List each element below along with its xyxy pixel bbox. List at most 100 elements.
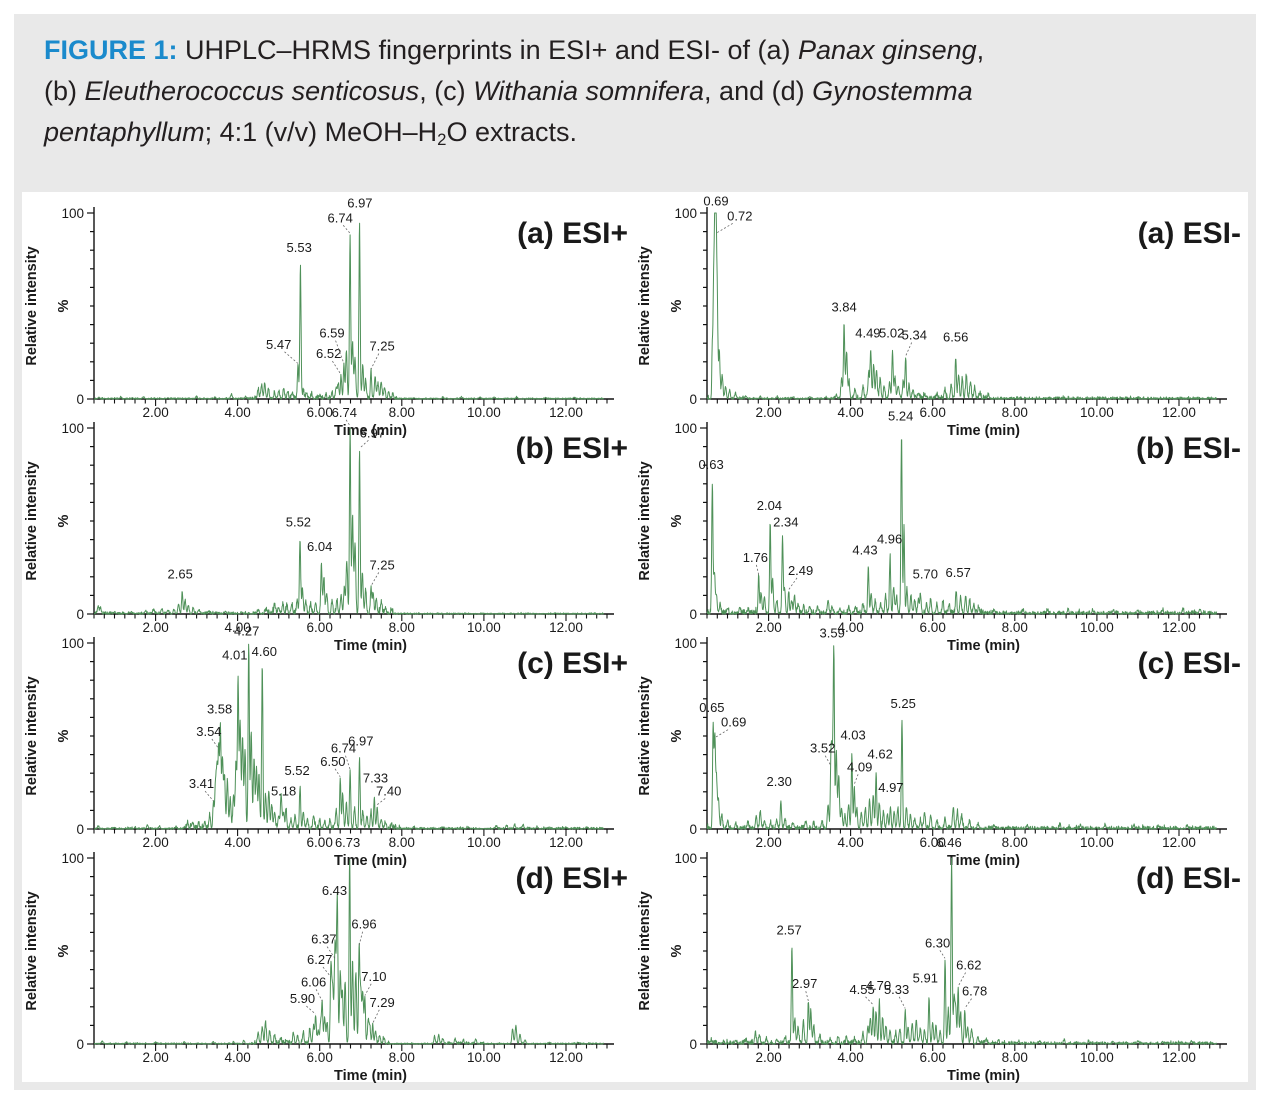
svg-text:8.00: 8.00 bbox=[389, 1050, 415, 1065]
svg-text:4.00: 4.00 bbox=[224, 620, 250, 635]
svg-text:3.52: 3.52 bbox=[810, 741, 835, 756]
svg-text:4.00: 4.00 bbox=[837, 405, 863, 420]
figure-card: FIGURE 1: UHPLC–HRMS fingerprints in ESI… bbox=[14, 14, 1256, 1090]
svg-text:6.57: 6.57 bbox=[946, 565, 971, 580]
svg-text:10.00: 10.00 bbox=[467, 835, 501, 850]
svg-text:6.52: 6.52 bbox=[316, 346, 341, 361]
svg-text:Relative intensity: Relative intensity bbox=[637, 246, 653, 365]
panel-tag-d-esi-plus: (d) ESI+ bbox=[515, 862, 628, 895]
svg-text:6.00: 6.00 bbox=[307, 1050, 333, 1065]
caption-segment: pentaphyllum bbox=[44, 117, 205, 147]
svg-text:0: 0 bbox=[76, 822, 84, 837]
svg-text:6.00: 6.00 bbox=[920, 835, 946, 850]
svg-text:0.72: 0.72 bbox=[727, 208, 752, 223]
svg-text:2.00: 2.00 bbox=[142, 1050, 168, 1065]
svg-text:5.53: 5.53 bbox=[287, 240, 312, 255]
svg-text:2.00: 2.00 bbox=[755, 620, 781, 635]
svg-text:5.02: 5.02 bbox=[879, 326, 904, 341]
caption-segment: Withania somnifera bbox=[473, 76, 705, 106]
svg-text:10.00: 10.00 bbox=[467, 620, 501, 635]
svg-text:8.00: 8.00 bbox=[1002, 405, 1028, 420]
svg-text:6.00: 6.00 bbox=[307, 405, 333, 420]
svg-text:2.65: 2.65 bbox=[168, 567, 193, 582]
caption-segment: (b) bbox=[44, 76, 85, 106]
svg-text:0: 0 bbox=[76, 607, 84, 622]
svg-text:%: % bbox=[56, 299, 72, 312]
svg-text:12.00: 12.00 bbox=[549, 405, 583, 420]
svg-text:2.00: 2.00 bbox=[142, 405, 168, 420]
caption-segment: 2 bbox=[437, 130, 447, 150]
svg-text:Relative intensity: Relative intensity bbox=[637, 676, 653, 795]
svg-text:6.74: 6.74 bbox=[332, 405, 357, 420]
svg-text:12.00: 12.00 bbox=[549, 620, 583, 635]
svg-text:10.00: 10.00 bbox=[1080, 405, 1114, 420]
svg-text:0: 0 bbox=[76, 1037, 84, 1052]
svg-text:100: 100 bbox=[674, 421, 697, 436]
svg-text:%: % bbox=[56, 729, 72, 742]
chromatogram-a-esi-minus: 100 0 2.00 4.00 6.00 8.00 10.00 12.00 Time (min)… bbox=[637, 194, 1227, 439]
svg-text:6.56: 6.56 bbox=[943, 329, 968, 344]
caption-segment: UHPLC–HRMS fingerprints in ESI+ and ESI-… bbox=[185, 35, 798, 65]
svg-text:7.40: 7.40 bbox=[376, 784, 401, 799]
svg-text:100: 100 bbox=[674, 206, 697, 221]
svg-text:10.00: 10.00 bbox=[467, 1050, 501, 1065]
svg-text:7.25: 7.25 bbox=[369, 557, 394, 572]
svg-text:Relative intensity: Relative intensity bbox=[24, 891, 40, 1010]
svg-text:6.04: 6.04 bbox=[307, 539, 332, 554]
svg-text:100: 100 bbox=[61, 421, 84, 436]
caption-segment: , bbox=[976, 35, 985, 65]
svg-text:6.97: 6.97 bbox=[347, 195, 372, 210]
svg-text:6.00: 6.00 bbox=[307, 620, 333, 635]
svg-text:Relative intensity: Relative intensity bbox=[637, 891, 653, 1010]
svg-text:Time (min): Time (min) bbox=[334, 638, 407, 654]
svg-text:6.74: 6.74 bbox=[331, 741, 356, 756]
svg-text:10.00: 10.00 bbox=[1080, 620, 1114, 635]
svg-text:100: 100 bbox=[674, 636, 697, 651]
panel-tag-c-esi-minus: (c) ESI- bbox=[1137, 647, 1241, 680]
svg-text:10.00: 10.00 bbox=[1080, 1050, 1114, 1065]
svg-text:5.18: 5.18 bbox=[271, 784, 296, 799]
svg-text:5.24: 5.24 bbox=[888, 409, 913, 424]
svg-text:6.30: 6.30 bbox=[925, 935, 950, 950]
svg-text:5.90: 5.90 bbox=[290, 991, 315, 1006]
svg-text:2.00: 2.00 bbox=[142, 835, 168, 850]
svg-text:1.76: 1.76 bbox=[743, 550, 768, 565]
figure-caption: FIGURE 1: UHPLC–HRMS fingerprints in ESI… bbox=[44, 30, 1219, 160]
caption-segment: Eleutherococcus senticosus bbox=[84, 76, 420, 106]
svg-text:0: 0 bbox=[689, 607, 697, 622]
svg-text:7.10: 7.10 bbox=[361, 969, 386, 984]
svg-text:12.00: 12.00 bbox=[549, 1050, 583, 1065]
panel-tag-d-esi-minus: (d) ESI- bbox=[1136, 862, 1241, 895]
svg-text:2.04: 2.04 bbox=[757, 498, 782, 513]
svg-text:8.00: 8.00 bbox=[1002, 1050, 1028, 1065]
svg-text:6.37: 6.37 bbox=[311, 932, 336, 947]
svg-text:10.00: 10.00 bbox=[467, 405, 501, 420]
svg-text:%: % bbox=[669, 944, 685, 957]
svg-text:100: 100 bbox=[61, 206, 84, 221]
svg-text:12.00: 12.00 bbox=[1162, 835, 1196, 850]
svg-text:0.65: 0.65 bbox=[699, 700, 724, 715]
svg-text:4.55: 4.55 bbox=[849, 982, 874, 997]
chromatogram-a-esi-plus: 100 0 2.00 4.00 6.00 8.00 10.00 12.00 Time (min)… bbox=[24, 195, 614, 439]
caption-segment: Panax ginseng bbox=[798, 35, 977, 65]
svg-text:%: % bbox=[669, 729, 685, 742]
svg-text:6.27: 6.27 bbox=[307, 952, 332, 967]
svg-text:12.00: 12.00 bbox=[549, 835, 583, 850]
svg-text:2.00: 2.00 bbox=[142, 620, 168, 635]
svg-text:2.57: 2.57 bbox=[776, 922, 801, 937]
plots-grid: 100 0 2.00 4.00 6.00 8.00 10.00 12.00 Time (min)… bbox=[22, 192, 1248, 1084]
svg-text:4.60: 4.60 bbox=[252, 644, 277, 659]
svg-text:100: 100 bbox=[674, 851, 697, 866]
svg-text:6.78: 6.78 bbox=[962, 984, 987, 999]
svg-text:2.00: 2.00 bbox=[755, 1050, 781, 1065]
svg-text:%: % bbox=[56, 514, 72, 527]
svg-text:2.00: 2.00 bbox=[755, 835, 781, 850]
svg-text:5.25: 5.25 bbox=[891, 696, 916, 711]
svg-text:6.96: 6.96 bbox=[351, 917, 376, 932]
svg-text:3.59: 3.59 bbox=[820, 625, 845, 640]
panel-tag-b-esi-plus: (b) ESI+ bbox=[515, 432, 628, 465]
svg-text:6.00: 6.00 bbox=[920, 405, 946, 420]
svg-text:2.00: 2.00 bbox=[755, 405, 781, 420]
svg-text:7.25: 7.25 bbox=[369, 339, 394, 354]
svg-text:4.49: 4.49 bbox=[855, 326, 880, 341]
